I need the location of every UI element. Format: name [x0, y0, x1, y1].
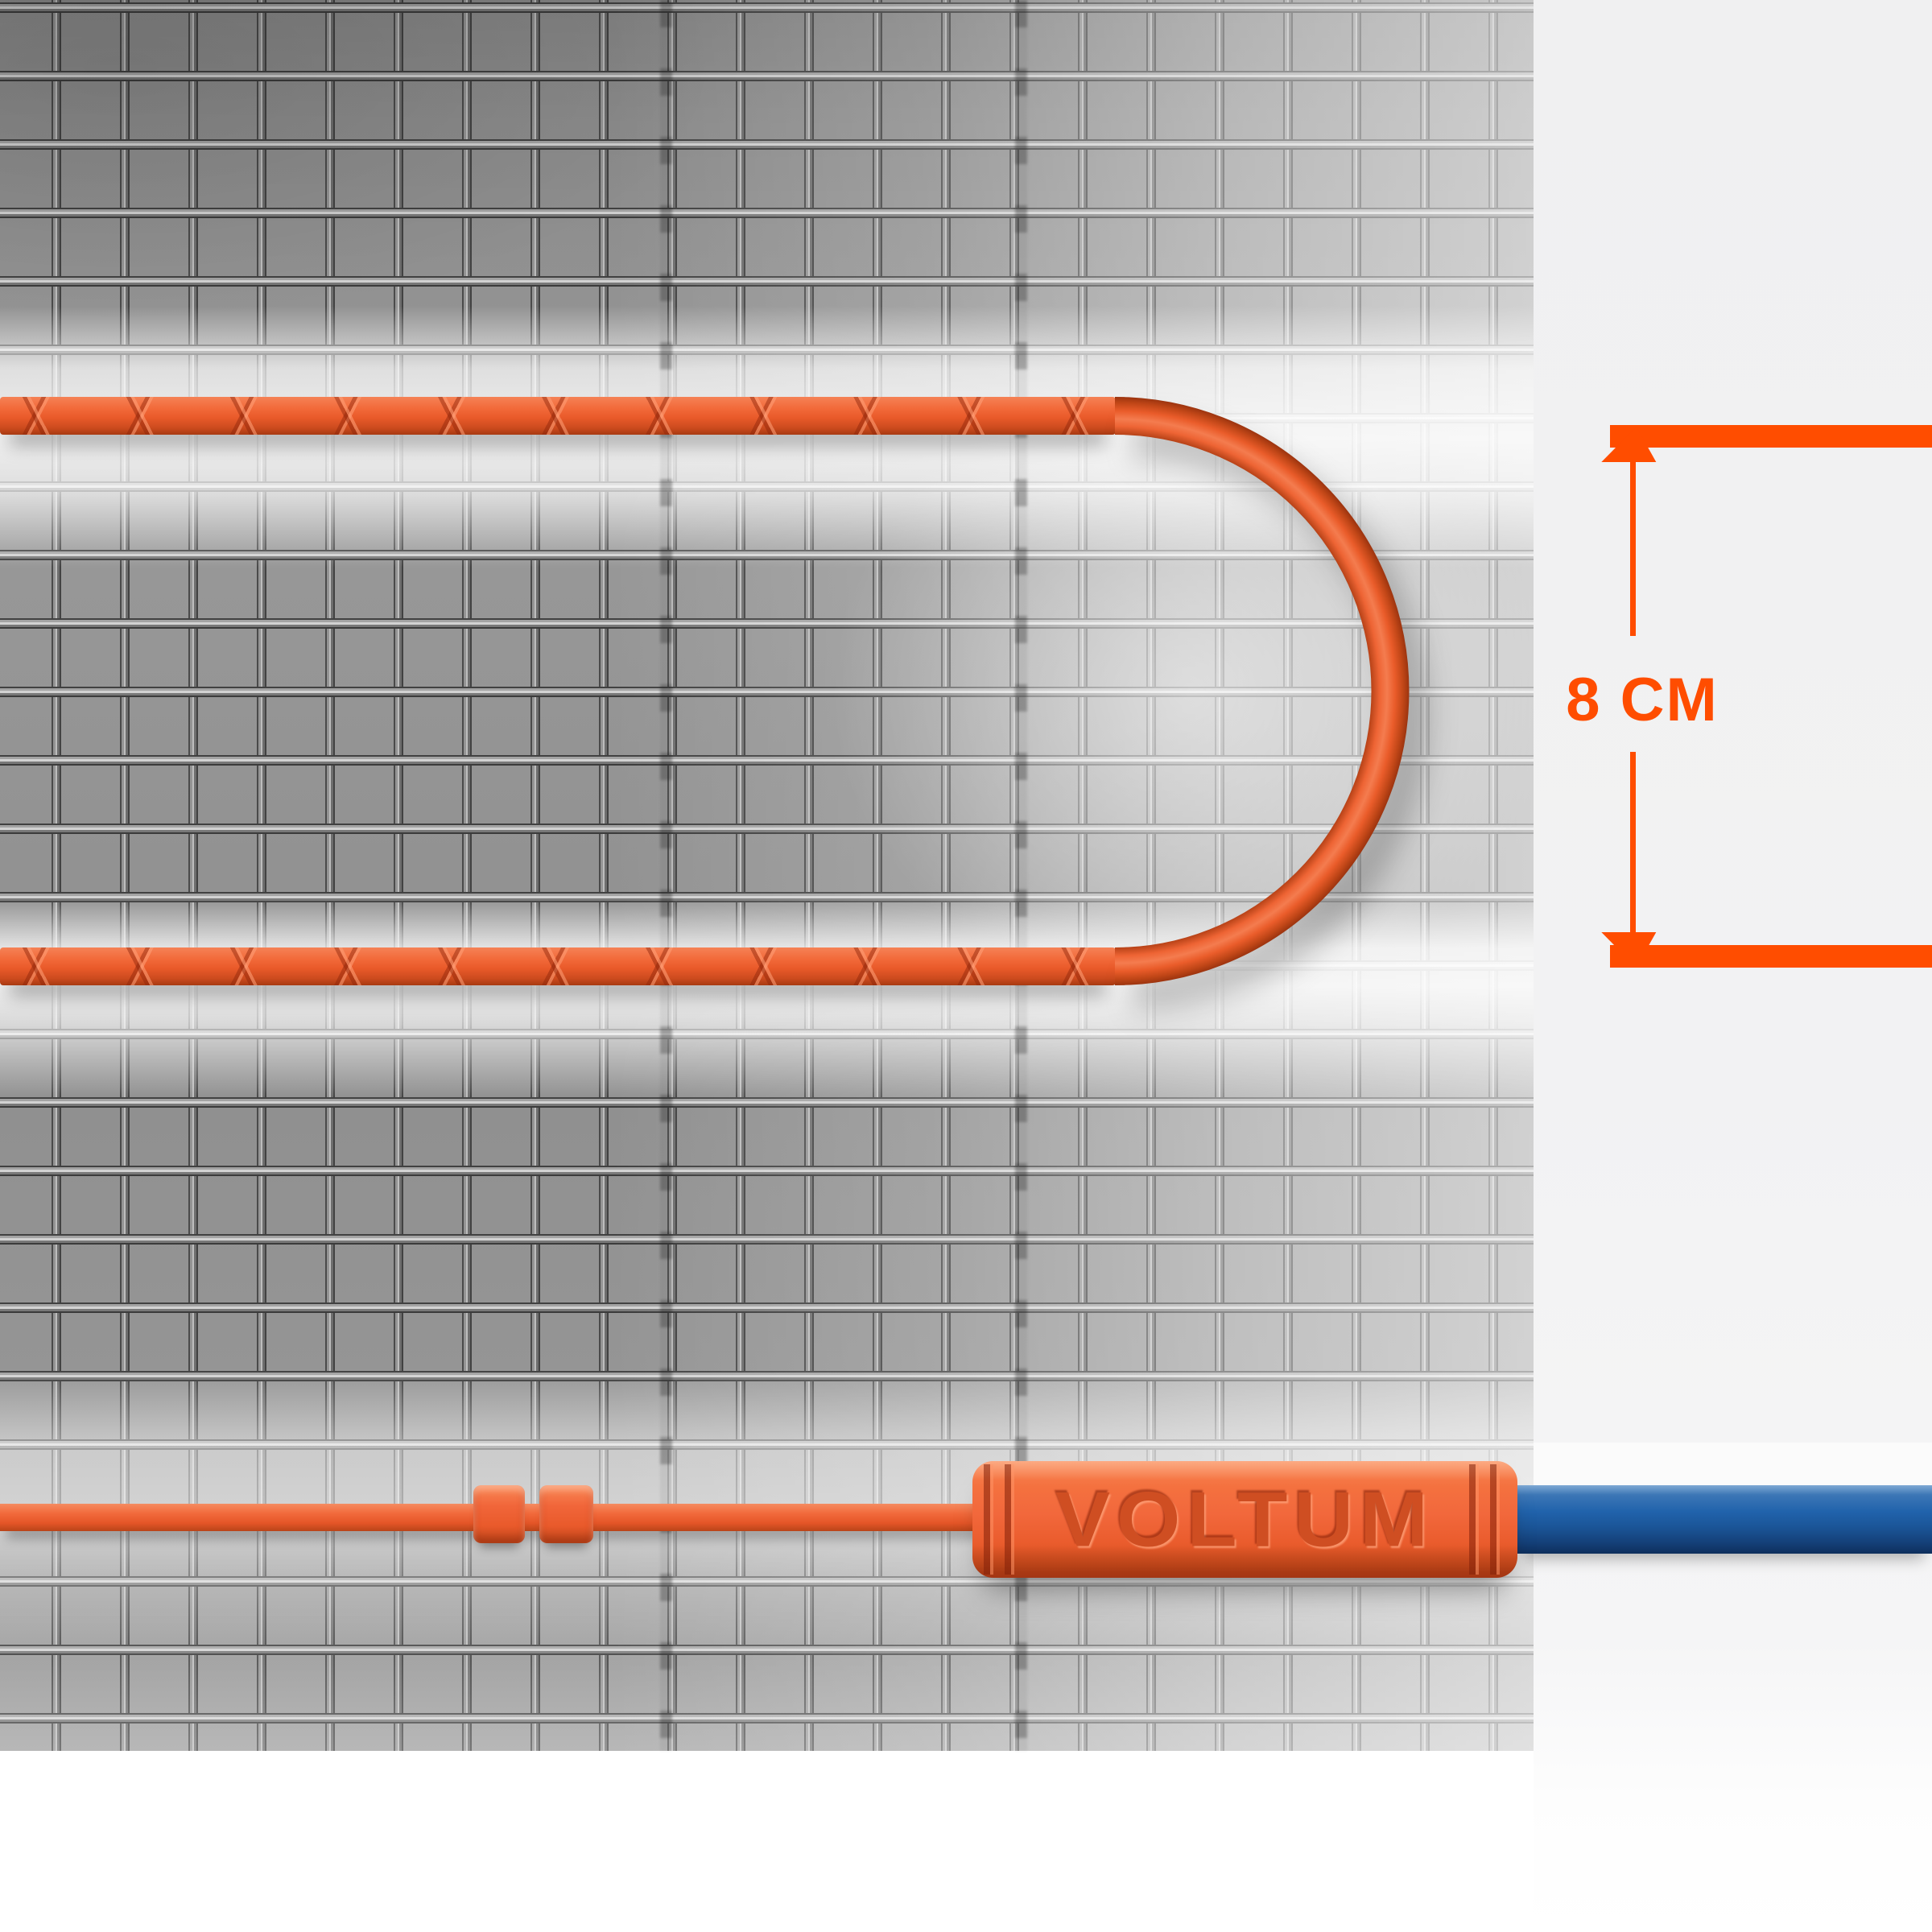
cable-splice-clip-left	[473, 1485, 525, 1543]
connector-ribs-left	[979, 1464, 1026, 1575]
cable-splice-clip-right	[539, 1485, 593, 1543]
mesh-seam-right	[1015, 0, 1027, 1751]
dimension-label: 8 CM	[1566, 666, 1719, 734]
dimension-line-lower	[1630, 752, 1636, 940]
wire-mesh-grid	[0, 0, 1534, 1751]
dimension-reference-bar-top	[1610, 425, 1932, 448]
heating-cable-return-run	[0, 947, 1116, 985]
heating-mat-connector: VOLTUM	[972, 1461, 1517, 1578]
mesh-seam-left	[660, 0, 672, 1751]
connector-brand-label: VOLTUM	[1055, 1475, 1435, 1563]
power-cord-blue	[1516, 1485, 1932, 1554]
dimension-line-upper	[1630, 444, 1636, 636]
connector-ribs-right	[1464, 1464, 1511, 1575]
heating-cable-u-turn	[1114, 397, 1410, 985]
heating-cable-top-run	[0, 397, 1116, 435]
dimension-reference-bar-bottom	[1610, 945, 1932, 968]
floor-highlight-band	[1534, 1443, 1932, 1488]
